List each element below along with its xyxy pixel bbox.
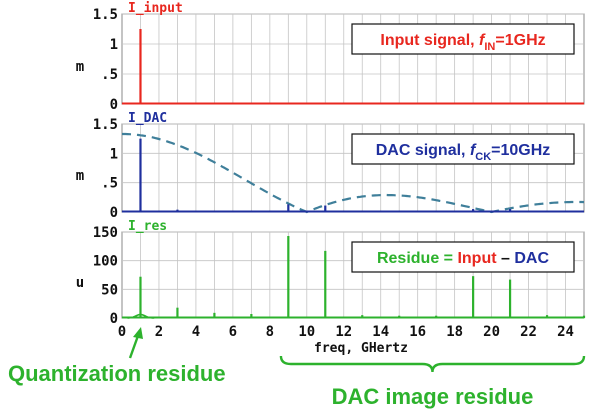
callout-span: = [439,250,457,267]
image-residue-bracket [279,355,586,373]
sinc-envelope [122,132,585,214]
callout-text: Input signal, fIN=1GHz [380,32,545,53]
callout-span: f [479,32,486,49]
y-tick-label: 1 [110,37,118,53]
x-tick-label: 18 [446,324,463,340]
quantization-residue-label: Quantization residue [8,361,226,386]
trace-name-label: I_input [128,1,183,16]
y-unit-label: m [76,59,84,75]
y-tick-label: 0 [110,205,118,221]
y-tick-label: 1 [110,146,118,162]
callout-text: DAC signal, fCK=10GHz [376,142,551,163]
x-tick-label: 14 [372,324,389,340]
x-axis-label: freq, GHertz [314,341,408,356]
annotations: Quantization residue DAC image residue [8,327,586,409]
y-unit-label: u [76,275,84,291]
callout-span: DAC signal, [376,142,470,159]
y-tick-label: .5 [101,176,118,192]
callout-span: Residue [377,250,439,267]
y-tick-label: 50 [101,282,118,298]
quantization-arrow-head [133,327,143,339]
x-tick-label: 8 [266,324,274,340]
x-tick-label: 12 [335,324,352,340]
callout-text: Residue = Input – DAC [377,250,549,267]
x-tick-label: 2 [155,324,163,340]
panel-I_DAC: 0 .5 1 1.5 m I_DAC DAC signal, fCK=10GHz [76,111,585,221]
callout-box [351,241,575,273]
x-tick-label: 6 [229,324,237,340]
callout-span: – [497,250,515,267]
x-tick-label: 20 [483,324,500,340]
x-tick-label: 4 [192,324,200,340]
callout-box [351,23,575,55]
x-tick-label: 22 [520,324,537,340]
y-unit-label: m [76,168,84,184]
callout-span: Input [457,250,497,267]
y-tick-label: 0 [110,311,118,327]
y-tick-label: .5 [101,67,118,83]
trace-name-label: I_res [128,219,167,234]
y-tick-label: 100 [93,254,118,270]
y-tick-label: 1.5 [93,7,118,23]
y-tick-label: 1.5 [93,117,118,133]
image-residue-label: DAC image residue [332,384,534,409]
callout-span: DAC [514,250,549,267]
panel-I_input: 0 .5 1 1.5 m I_input Input signal, fIN=1GHz [76,1,585,113]
x-tick-label: 10 [298,324,315,340]
trace-name-label: I_DAC [128,111,167,126]
callout-span: IN [484,41,495,53]
x-tick-label: 0 [118,324,126,340]
callout-span: f [470,142,477,159]
callout-span: =10GHz [491,142,550,159]
y-tick-label: 150 [93,225,118,241]
callout-span: CK [475,151,491,163]
callout-span: =1GHz [495,32,545,49]
x-tick-label: 16 [409,324,426,340]
y-tick-label: 0 [110,97,118,113]
panel-I_res: 0 50 100 150 u I_res Residue = Input – DAC [76,219,586,327]
callout-span: Input signal, [380,32,479,49]
x-tick-label: 24 [557,324,574,340]
callout-box [351,133,575,165]
